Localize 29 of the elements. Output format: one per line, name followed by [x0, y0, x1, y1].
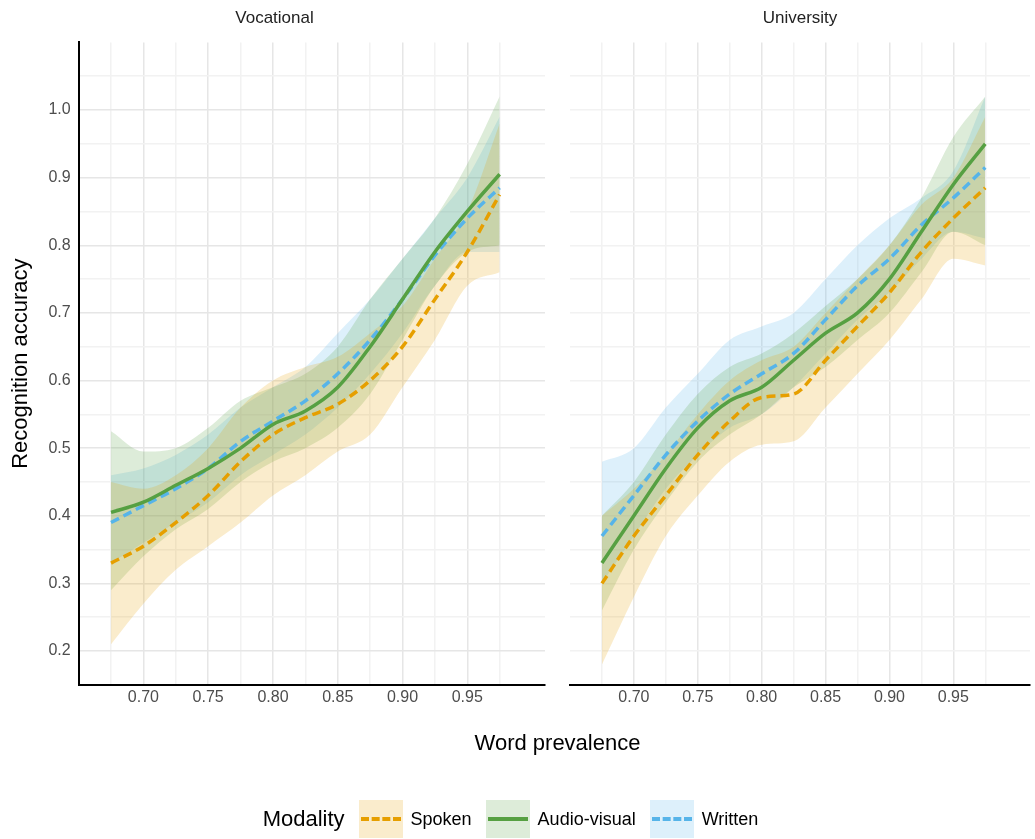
x-tick-label: 0.75	[682, 687, 714, 705]
y-axis-title: Recognition accuracy	[7, 258, 33, 469]
legend-label: Audio-visual	[537, 808, 636, 830]
x-tick-label: 0.85	[809, 687, 842, 705]
y-tick-label: 0.4	[48, 506, 71, 524]
y-tick-label: 0.8	[48, 235, 71, 253]
x-tick-label: 0.80	[257, 687, 289, 705]
y-tick-label: 1.0	[48, 100, 71, 118]
y-tick-label: 0.9	[48, 168, 71, 186]
legend-label: Written	[701, 808, 759, 830]
y-tick-label: 0.5	[48, 438, 71, 456]
chart-title: Vocational	[235, 7, 314, 27]
x-tick-label: 0.95	[451, 687, 483, 705]
x-tick-label: 0.90	[386, 687, 419, 705]
x-tick-label: 0.85	[322, 687, 354, 705]
x-tick-label: 0.70	[618, 687, 650, 705]
x-tick-label: 0.90	[873, 687, 906, 705]
chart-title: University	[762, 7, 838, 27]
y-tick-label: 0.7	[48, 303, 71, 321]
y-tick-label: 0.2	[48, 641, 71, 659]
x-tick-label: 0.80	[746, 687, 778, 705]
x-tick-label: 0.75	[192, 687, 224, 705]
y-tick-label: 0.3	[48, 573, 71, 591]
x-axis-title: Word prevalence	[473, 730, 642, 756]
legend-label: Spoken	[410, 808, 472, 830]
y-tick-label: 0.6	[48, 370, 71, 388]
legend-title: Modality	[262, 806, 345, 832]
x-tick-label: 0.95	[937, 687, 970, 705]
x-tick-label: 0.70	[127, 687, 160, 705]
